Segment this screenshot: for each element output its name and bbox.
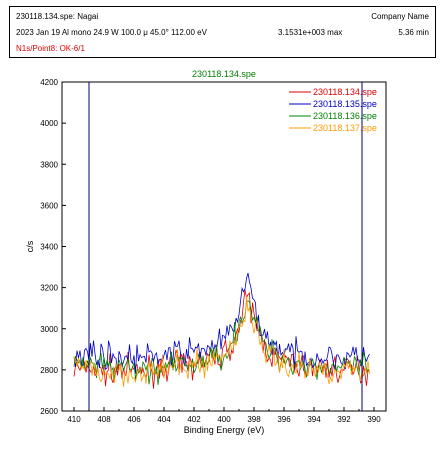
max-counts-text: 3.1531e+003 max [278, 28, 343, 37]
y-tick-label: 3800 [40, 160, 58, 169]
y-axis-label: c/s [25, 240, 35, 252]
x-tick-label: 400 [217, 415, 231, 424]
legend-label-3: 230118.136.spe [313, 111, 377, 121]
acquisition-params-text: 2023 Jan 19 Al mono 24.9 W 100.0 μ 45.0°… [16, 28, 207, 37]
x-tick-label: 390 [367, 415, 381, 424]
y-tick-label: 4000 [40, 119, 58, 128]
x-tick-label: 408 [97, 415, 111, 424]
x-tick-label: 406 [127, 415, 141, 424]
company-name-text: Company Name [371, 12, 429, 21]
x-tick-label: 394 [307, 415, 321, 424]
x-tick-label: 410 [67, 415, 81, 424]
x-axis-label: Binding Energy (eV) [184, 425, 265, 435]
acquisition-time-text: 5.36 min [398, 28, 429, 37]
series-line-2 [73, 272, 370, 374]
file-name-text: 230118.134.spe: Nagai [16, 12, 99, 21]
x-tick-label: 402 [187, 415, 201, 424]
region-name-text: N1s/Point8: OK-6/1 [16, 44, 85, 53]
y-tick-label: 2800 [40, 366, 58, 375]
legend-label-1: 230118.134.spe [313, 87, 377, 97]
x-tick-label: 392 [337, 415, 351, 424]
x-tick-label: 396 [277, 415, 291, 424]
x-tick-label: 404 [157, 415, 171, 424]
legend-label-2: 230118.135.spe [313, 99, 377, 109]
y-tick-label: 3400 [40, 243, 58, 252]
chart-title: 230118.134.spe [192, 69, 256, 79]
series-line-3 [73, 300, 370, 386]
y-tick-label: 3600 [40, 201, 58, 210]
y-tick-label: 3200 [40, 284, 58, 293]
legend-label-4: 230118.137.spe [313, 123, 377, 133]
series-line-4 [73, 295, 370, 387]
y-tick-label: 4200 [40, 78, 58, 87]
spectrum-info-header: 230118.134.spe: Nagai Company Name 2023 … [9, 6, 436, 58]
y-tick-label: 3000 [40, 325, 58, 334]
y-tick-label: 2600 [40, 407, 58, 416]
x-tick-label: 398 [247, 415, 261, 424]
